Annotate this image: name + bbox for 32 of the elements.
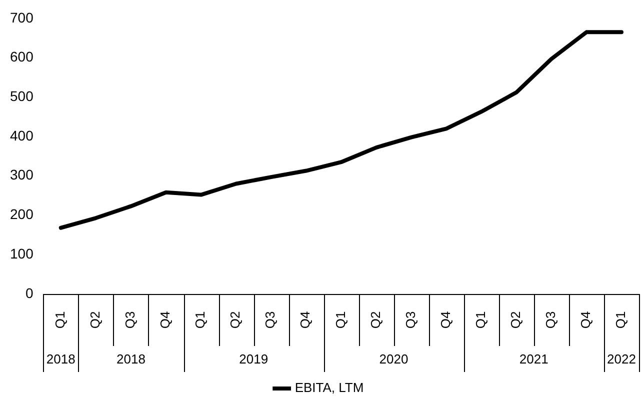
x-tick-label: Q3 <box>542 311 558 329</box>
text: 2018 <box>116 352 146 367</box>
x-tick-label: Q1 <box>192 311 208 329</box>
legend-label: EBITA, LTM <box>294 380 364 396</box>
x-tick-label: Q3 <box>262 311 278 329</box>
text: 2022 <box>607 352 636 367</box>
x-tick-label: Q2 <box>87 311 102 329</box>
text: 2019 <box>239 352 268 367</box>
y-tick-label: 300 <box>10 166 34 183</box>
y-tick-label: 500 <box>10 88 34 104</box>
x-tick-label: Q2 <box>368 311 383 329</box>
x-tick-label: Q3 <box>122 311 138 329</box>
x-tick-label: Q2 <box>508 311 523 329</box>
y-tick-label: 400 <box>10 127 34 144</box>
x-tick-label: Q4 <box>578 311 594 329</box>
y-tick-label: 200 <box>10 206 34 222</box>
x-tick-label: Q2 <box>228 311 243 329</box>
y-tick-label: 0 <box>26 284 34 301</box>
x-tick-label: Q4 <box>158 311 173 329</box>
x-tick-label: Q4 <box>298 311 313 329</box>
text: 2021 <box>519 352 548 367</box>
x-tick-label: Q1 <box>472 311 488 329</box>
y-tick-label: 700 <box>10 9 34 26</box>
x-tick-label: Q1 <box>332 311 348 329</box>
x-tick-label: Q1 <box>613 311 628 329</box>
x-tick-label: Q1 <box>52 311 68 329</box>
text: 2020 <box>379 352 408 367</box>
y-tick-label: 600 <box>10 48 34 65</box>
x-tick-label: Q4 <box>438 311 453 329</box>
text: 2018 <box>46 352 76 367</box>
y-tick-label: 100 <box>10 245 34 262</box>
x-tick-label: Q3 <box>402 311 418 329</box>
